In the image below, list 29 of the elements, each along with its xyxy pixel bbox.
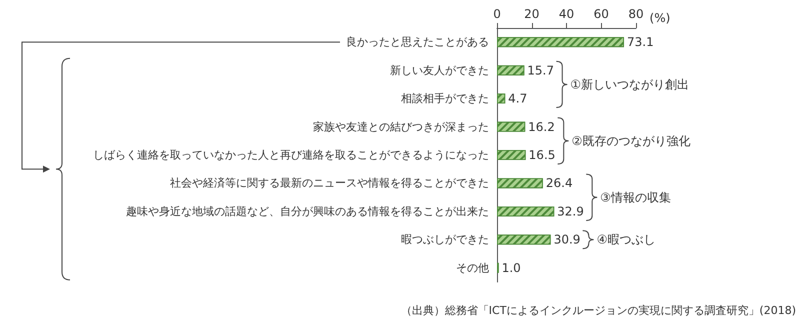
x-axis-title: (%) [650, 11, 670, 25]
x-tick-label: 40 [558, 7, 574, 21]
data-label: 32.9 [557, 204, 584, 218]
x-tick-label: 0 [493, 7, 501, 21]
data-label: 30.9 [554, 232, 580, 247]
data-label: 16.5 [528, 148, 556, 162]
y-tick-label: 趣味や身近な地域の話題など、自分が興味のある情報を得ることが出来た [126, 204, 489, 218]
y-tick-label: 社会や経済等に関する最新のニュースや情報を得ることができた [170, 176, 489, 190]
y-tick-label: 相談相手ができた [401, 92, 489, 106]
y-tick-label: 暇つぶしができた [401, 233, 489, 246]
y-tick-label: 良かったと思えたことがある [346, 36, 489, 49]
x-tick-label: 20 [524, 7, 540, 21]
text: （出典）総務省「ICTによるインクルージョンの実現に関する調査研究」(2018) [400, 304, 796, 317]
y-tick-label: しばらく連絡を取っていなかった人と再び連絡を取ることができるようになった [93, 148, 489, 162]
data-label: 26.4 [546, 176, 573, 190]
annotation: ④暇つぶし [596, 232, 656, 247]
data-label: 15.7 [527, 63, 554, 78]
y-tick-label: 新しい友人ができた [390, 64, 489, 77]
annotation: ③情報の収集 [600, 190, 671, 204]
data-label: 1.0 [502, 260, 521, 275]
data-label: 4.7 [508, 92, 528, 106]
y-tick-label: その他 [456, 261, 489, 274]
data-label: 16.2 [528, 120, 555, 134]
x-tick-label: 60 [594, 7, 609, 21]
x-tick-label: 80 [628, 7, 644, 21]
annotation: ②既存のつながり強化 [572, 134, 690, 148]
data-label: 73.1 [627, 35, 654, 50]
annotation: ①新しいつながり創出 [570, 77, 690, 92]
y-tick-label: 家族や友達との結びつきが深まった [313, 120, 489, 134]
